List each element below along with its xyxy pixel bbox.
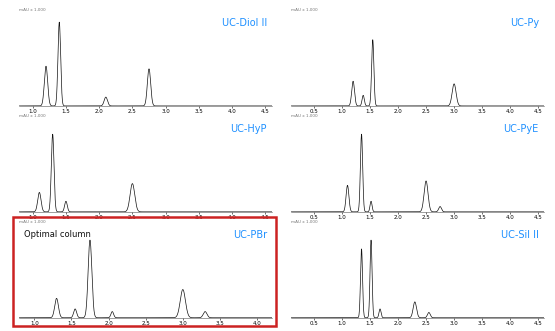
Text: UC-Py: UC-Py <box>509 18 539 28</box>
Text: mAU x 1,000: mAU x 1,000 <box>19 114 46 118</box>
Text: Optimal column: Optimal column <box>24 230 92 239</box>
Text: mAU x 1,000: mAU x 1,000 <box>291 8 318 12</box>
Text: mAU x 1,000: mAU x 1,000 <box>291 220 318 224</box>
Text: UC-PyE: UC-PyE <box>503 124 539 134</box>
Text: UC-Sil II: UC-Sil II <box>501 230 539 240</box>
Text: mAU x 1,000: mAU x 1,000 <box>19 8 46 12</box>
Text: mAU x 1,000: mAU x 1,000 <box>291 114 318 118</box>
Text: UC-Diol II: UC-Diol II <box>221 18 267 28</box>
Text: mAU x 1,000: mAU x 1,000 <box>19 220 46 224</box>
Text: UC-PBr: UC-PBr <box>233 230 267 240</box>
Text: UC-HyP: UC-HyP <box>230 124 267 134</box>
